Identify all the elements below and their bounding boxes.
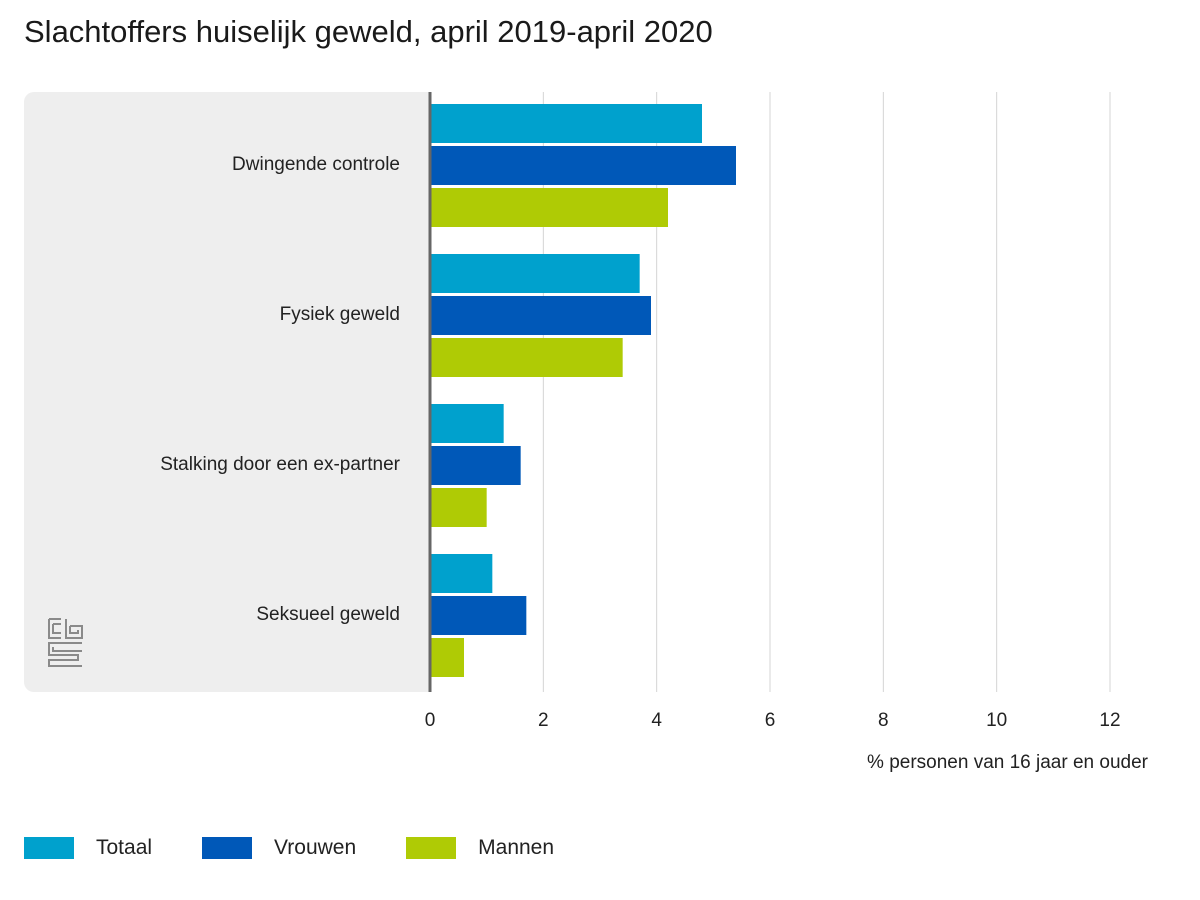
bar-vrouwen-3 (430, 446, 521, 485)
legend-item-mannen: Mannen (406, 836, 554, 860)
legend-swatch (24, 837, 74, 859)
category-label-panel (24, 92, 430, 692)
x-tick-label: 10 (986, 710, 1008, 731)
bar-totaal-2 (430, 254, 640, 293)
x-tick-label: 6 (764, 710, 776, 731)
x-axis-label: % personen van 16 jaar en ouder (867, 752, 1148, 773)
bar-vrouwen-4 (430, 596, 527, 635)
chart-title: Slachtoffers huiselijk geweld, april 201… (24, 14, 713, 49)
legend-label: Totaal (96, 836, 153, 859)
legend: Totaal Vrouwen Mannen (24, 836, 604, 860)
legend-swatch (406, 837, 457, 859)
bar-totaal-3 (430, 404, 504, 443)
bar-mannen-1 (430, 188, 668, 227)
bar-totaal-4 (430, 554, 493, 593)
bar-totaal-1 (430, 104, 702, 143)
x-tick-label: 2 (538, 710, 549, 731)
bar-mannen-3 (430, 488, 487, 527)
legend-swatch (202, 837, 253, 859)
legend-item-vrouwen: Vrouwen (202, 836, 356, 860)
category-label: Seksueel geweld (256, 603, 400, 625)
legend-label: Mannen (478, 836, 555, 859)
x-tick-label: 8 (878, 710, 889, 731)
bar-mannen-4 (430, 638, 464, 677)
category-label: Dwingende controle (232, 153, 400, 175)
bar-vrouwen-2 (430, 296, 651, 335)
bar-vrouwen-1 (430, 146, 736, 185)
cbs-logo-icon (46, 616, 86, 670)
legend-item-totaal: Totaal (24, 836, 152, 860)
legend-label: Vrouwen (274, 836, 357, 859)
category-label: Stalking door een ex-partner (160, 453, 400, 475)
x-tick-label: 12 (1099, 710, 1121, 731)
x-tick-label: 4 (651, 710, 662, 731)
x-tick-label: 0 (424, 710, 436, 731)
category-label: Fysiek geweld (279, 303, 400, 325)
bar-mannen-2 (430, 338, 623, 377)
